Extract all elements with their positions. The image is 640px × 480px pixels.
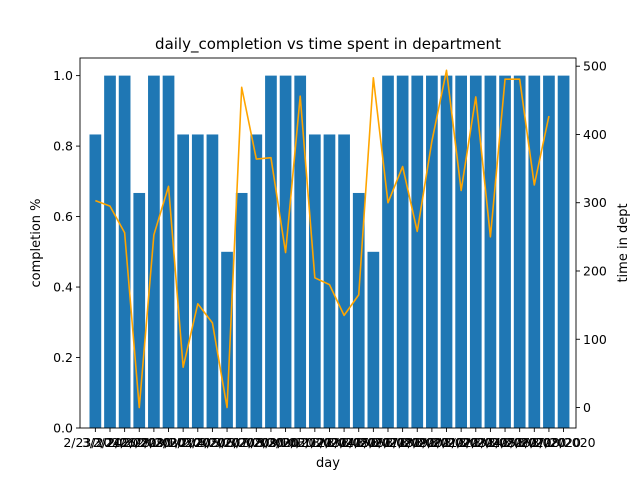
bar (133, 192, 146, 428)
bar (162, 75, 175, 429)
bar-series (89, 75, 570, 429)
bar (528, 75, 541, 429)
y2-tick-label: 500 (583, 59, 607, 74)
y2-tick-label: 400 (583, 127, 607, 142)
y-tick-label: 0.8 (53, 139, 73, 154)
x-axis-title: day (316, 456, 340, 471)
y-tick-label: 0.6 (53, 209, 73, 224)
bar (543, 75, 555, 429)
x-tick-label: 2/29/2020 (136, 435, 200, 450)
bar (148, 75, 160, 429)
bar (469, 75, 482, 429)
x-tick-label: 3/21/2020 (429, 435, 493, 450)
x-tick-label: 3/8/2020 (243, 435, 299, 450)
bar (513, 75, 526, 429)
bar (294, 75, 307, 429)
y2-axis-title: time in dept (616, 203, 631, 282)
bar (221, 251, 233, 428)
y-tick-label: 0.0 (53, 421, 73, 436)
x-tick-label: 3/18/2020 (385, 435, 449, 450)
time-in-dept-line (95, 69, 550, 409)
x-tick-label: 3/16/2020 (356, 435, 420, 450)
bar (396, 75, 409, 429)
bar (104, 75, 116, 429)
x-tick-label: 2/23/2020 (63, 435, 127, 450)
bar (440, 75, 453, 429)
x-tick-label: 3/12/2020 (297, 435, 361, 450)
bar (235, 192, 248, 428)
bar (455, 75, 467, 429)
x-tick-label: 3/15/2020 (341, 435, 405, 450)
bar (352, 192, 365, 428)
y2-tick-label: 100 (583, 332, 607, 347)
bar (323, 134, 336, 428)
x-tick-label: 3/11/2020 (283, 435, 347, 450)
bar (367, 251, 380, 428)
x-tick-label: 3/6/2020 (214, 435, 270, 450)
x-tick-label: 3/14/2020 (327, 435, 391, 450)
bar (557, 75, 570, 429)
bar (89, 134, 102, 428)
bar (250, 134, 263, 428)
plot-frame (79, 57, 577, 429)
y2-tick-label: 0 (583, 400, 591, 415)
bar (338, 134, 350, 428)
x-tick-label: 3/2/2020 (170, 435, 226, 450)
x-tick-label: 3/28/2020 (532, 435, 596, 450)
x-tick-label: 3/3/2020 (82, 435, 138, 450)
x-tick-label: 3/25/2020 (488, 435, 552, 450)
axes: 0.0 0.2 0.4 0.6 0.8 1.0 0 100 200 300 400 500 2/23/2… (53, 57, 607, 450)
bar (265, 75, 277, 429)
y-tick-label: 1.0 (53, 68, 73, 83)
x-tick-label: 3/20/2020 (414, 435, 478, 450)
x-tick-label: 3/13/2020 (312, 435, 376, 450)
x-tick-label: 3/22/2020 (444, 435, 508, 450)
bar (411, 75, 424, 429)
x-tick-label: 3/4/2020 (184, 435, 240, 450)
line-series (95, 69, 550, 409)
x-tick-label: 3/24/2020 (473, 435, 537, 450)
x-tick-label: 2/26/2020 (107, 435, 171, 450)
y-tick-label: 0.4 (53, 280, 73, 295)
bar (499, 75, 511, 429)
x-tick-label: 3/7/2020 (228, 435, 284, 450)
bar (308, 134, 321, 428)
bar (426, 75, 438, 429)
x-tick-label: 3/5/2020 (199, 435, 255, 450)
x-tick-label: 3/1/2020 (155, 435, 211, 450)
bar (382, 75, 394, 429)
bar (206, 134, 219, 428)
bar (118, 75, 131, 429)
x-tick-label: 3/10/2020 (268, 435, 332, 450)
x-tick-label: 3/26/2020 (502, 435, 566, 450)
y-tick-label: 0.2 (53, 350, 73, 365)
bar (484, 75, 497, 429)
x-tick-label: 3/17/2020 (371, 435, 435, 450)
x-tick-label: 3/9/2020 (257, 435, 313, 450)
chart-title: daily_completion vs time spent in depart… (155, 35, 501, 54)
y2-tick-label: 200 (583, 263, 607, 278)
x-tick-label: 3/23/2020 (458, 435, 522, 450)
x-tick-label: 2/28/2020 (122, 435, 186, 450)
bar (191, 134, 204, 428)
x-tick-label: 2/24/2020 (93, 435, 157, 450)
x-tick-label: 3/27/2020 (517, 435, 581, 450)
x-tick-label: 3/19/2020 (400, 435, 464, 450)
y-axis-title: completion % (29, 198, 44, 287)
bar (177, 134, 190, 428)
y2-tick-label: 300 (583, 195, 607, 210)
